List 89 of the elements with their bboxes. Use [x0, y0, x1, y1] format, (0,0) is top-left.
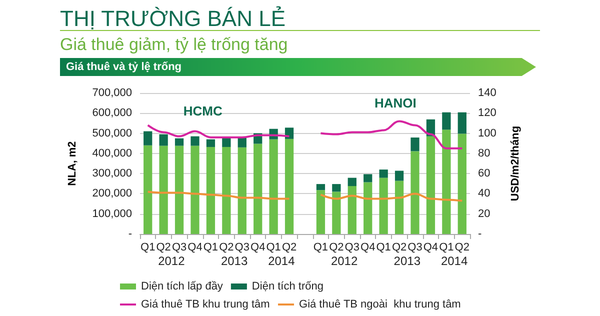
- text: Giá thuê và tỷ lệ trống: [60, 58, 536, 76]
- text: 2013: [394, 254, 421, 268]
- bar: [426, 136, 436, 234]
- x-tick-label: Q2: [219, 242, 234, 254]
- x-tick-label: Q2: [392, 242, 407, 254]
- y-tick-label: 700,000: [92, 87, 132, 99]
- text: 2013: [220, 254, 248, 268]
- bar: [284, 138, 294, 234]
- bar: [348, 186, 356, 234]
- x-tick-label: Q3: [234, 242, 250, 254]
- bar: [206, 146, 216, 234]
- x-tick-label: Q1: [439, 242, 454, 254]
- bar: [442, 130, 451, 234]
- bar: [159, 146, 168, 234]
- y-tick-label: 500,000: [92, 127, 132, 140]
- annotation: HCMC: [183, 104, 223, 118]
- text: 2012: [330, 254, 358, 268]
- x-tick-label: Q3: [344, 242, 360, 254]
- bar: [332, 192, 341, 234]
- bar: [238, 138, 246, 148]
- bar: [364, 182, 372, 234]
- x-tick-label: Q1: [203, 242, 218, 254]
- x-tick-label: Q2: [156, 242, 171, 254]
- bar: [379, 170, 388, 178]
- bar: [190, 146, 200, 234]
- y-tick-label: 200,000: [92, 188, 132, 200]
- bar: [238, 147, 246, 234]
- text: 2012: [158, 254, 186, 268]
- bar: [394, 180, 404, 234]
- chart-title: THỊ TRƯỜNG BÁN LẺ: [60, 6, 286, 32]
- bar: [364, 174, 372, 182]
- bar: [144, 131, 152, 146]
- legend-label: Giá thuê TB khu trung tâm: [141, 298, 270, 310]
- y-tick-label: 100,000: [92, 208, 132, 220]
- bar: [348, 178, 356, 186]
- bar: [269, 139, 278, 234]
- x-tick-label: Q1: [376, 242, 391, 254]
- x-tick-label: Q3: [172, 242, 187, 254]
- bar: [379, 178, 388, 234]
- x-tick-label: Q1: [313, 242, 328, 254]
- x-tick-label: Q3: [408, 242, 422, 254]
- y2-tick-label: 20: [478, 208, 490, 220]
- x-tick-label: Q1: [266, 242, 281, 254]
- bar: [159, 134, 168, 146]
- bar: [458, 112, 466, 134]
- bar: [254, 144, 262, 234]
- y2-tick-label: 120: [478, 107, 496, 120]
- y2-tick-label: 100: [478, 127, 496, 140]
- y2-tick-label: 140: [478, 87, 496, 99]
- bar: [332, 184, 341, 192]
- bar: [394, 170, 404, 181]
- legend-label: Giá thuê TB ngoài khu trung tâm: [299, 298, 461, 310]
- y-tick-label: 400,000: [92, 147, 132, 160]
- legend-label: Diện tích lấp đầy: [141, 280, 224, 292]
- x-tick-label: Q2: [282, 242, 297, 254]
- bar: [316, 190, 326, 234]
- bar: [458, 134, 466, 234]
- x-tick-label: Q4: [250, 242, 266, 254]
- y-tick-label: 600,000: [92, 107, 132, 120]
- y-tick-label: -: [128, 228, 132, 240]
- y-tick-label: 300,000: [92, 168, 132, 180]
- text: 2014: [440, 254, 468, 268]
- bar: [144, 145, 152, 234]
- bar: [284, 128, 294, 139]
- y2-tick-label: 40: [478, 188, 490, 200]
- y2-tick-label: -: [478, 228, 482, 240]
- bar: [410, 138, 420, 152]
- bar: [222, 146, 231, 234]
- annotation: HANOI: [374, 96, 416, 110]
- text: 2014: [268, 254, 296, 268]
- x-tick-label: Q4: [423, 242, 438, 254]
- x-tick-label: Q4: [360, 242, 376, 254]
- x-tick-label: Q4: [188, 242, 202, 254]
- bar: [410, 151, 420, 234]
- bar: [316, 184, 326, 190]
- y-axis-title: NLA, m2: [66, 141, 78, 186]
- y2-tick-label: 80: [478, 147, 490, 160]
- legend-label: Diện tích trống: [252, 280, 324, 292]
- chart-subtitle: Giá thuê giảm, tỷ lệ trống tăng: [60, 35, 288, 55]
- bar: [442, 112, 451, 130]
- bar: [206, 139, 216, 147]
- bar: [174, 146, 184, 234]
- y2-axis-title: USD/m2/tháng: [510, 126, 522, 202]
- bar: [190, 136, 200, 146]
- y2-tick-label: 60: [478, 168, 490, 180]
- x-tick-label: Q1: [140, 242, 156, 254]
- bar: [174, 138, 184, 146]
- x-tick-label: Q2: [329, 242, 344, 254]
- x-tick-label: Q2: [454, 242, 470, 254]
